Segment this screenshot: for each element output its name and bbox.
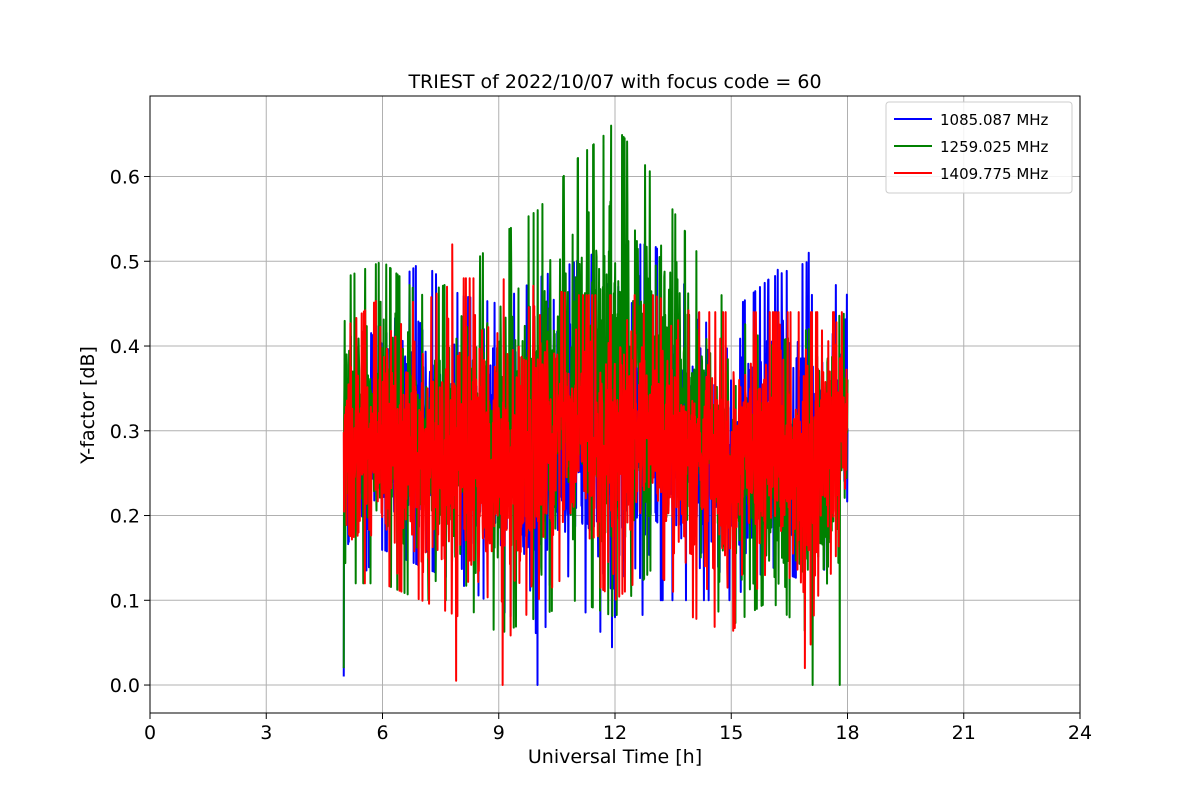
legend: 1085.087 MHz 1259.025 MHz 1409.775 MHz — [885, 101, 1073, 194]
y-tick-label: 0.4 — [110, 336, 140, 358]
x-tick-label: 21 — [952, 722, 976, 744]
legend-label: 1259.025 MHz — [940, 138, 1049, 156]
x-tick-label: 3 — [260, 722, 272, 744]
legend-box — [885, 101, 1073, 194]
series-layer — [342, 124, 849, 687]
x-tick-label: 15 — [719, 722, 743, 744]
axis-ticks: 0 3 6 9 12 15 18 21 24 0.0 0.1 0.2 0.3 0.4 0.5 0.6 — [110, 167, 1092, 744]
legend-label: 1409.775 MHz — [940, 165, 1049, 183]
x-tick-label: 6 — [376, 722, 388, 744]
y-tick-label: 0.0 — [110, 675, 140, 697]
y-tick-label: 0.5 — [110, 251, 140, 273]
x-tick-label: 0 — [144, 722, 156, 744]
x-tick-label: 9 — [493, 722, 505, 744]
chart-title: TRIEST of 2022/10/07 with focus code = 6… — [407, 71, 821, 93]
y-tick-label: 0.2 — [110, 506, 140, 528]
y-tick-label: 0.1 — [110, 590, 140, 612]
x-axis-label: Universal Time [h] — [528, 746, 702, 768]
series-line-3 — [342, 243, 849, 687]
y-tick-label: 0.6 — [110, 167, 140, 189]
y-tick-label: 0.3 — [110, 421, 140, 443]
y-axis-label: Y-factor [dB] — [77, 346, 99, 465]
x-tick-label: 24 — [1068, 722, 1092, 744]
legend-label: 1085.087 MHz — [940, 111, 1049, 129]
x-tick-label: 18 — [835, 722, 859, 744]
x-tick-label: 12 — [603, 722, 627, 744]
